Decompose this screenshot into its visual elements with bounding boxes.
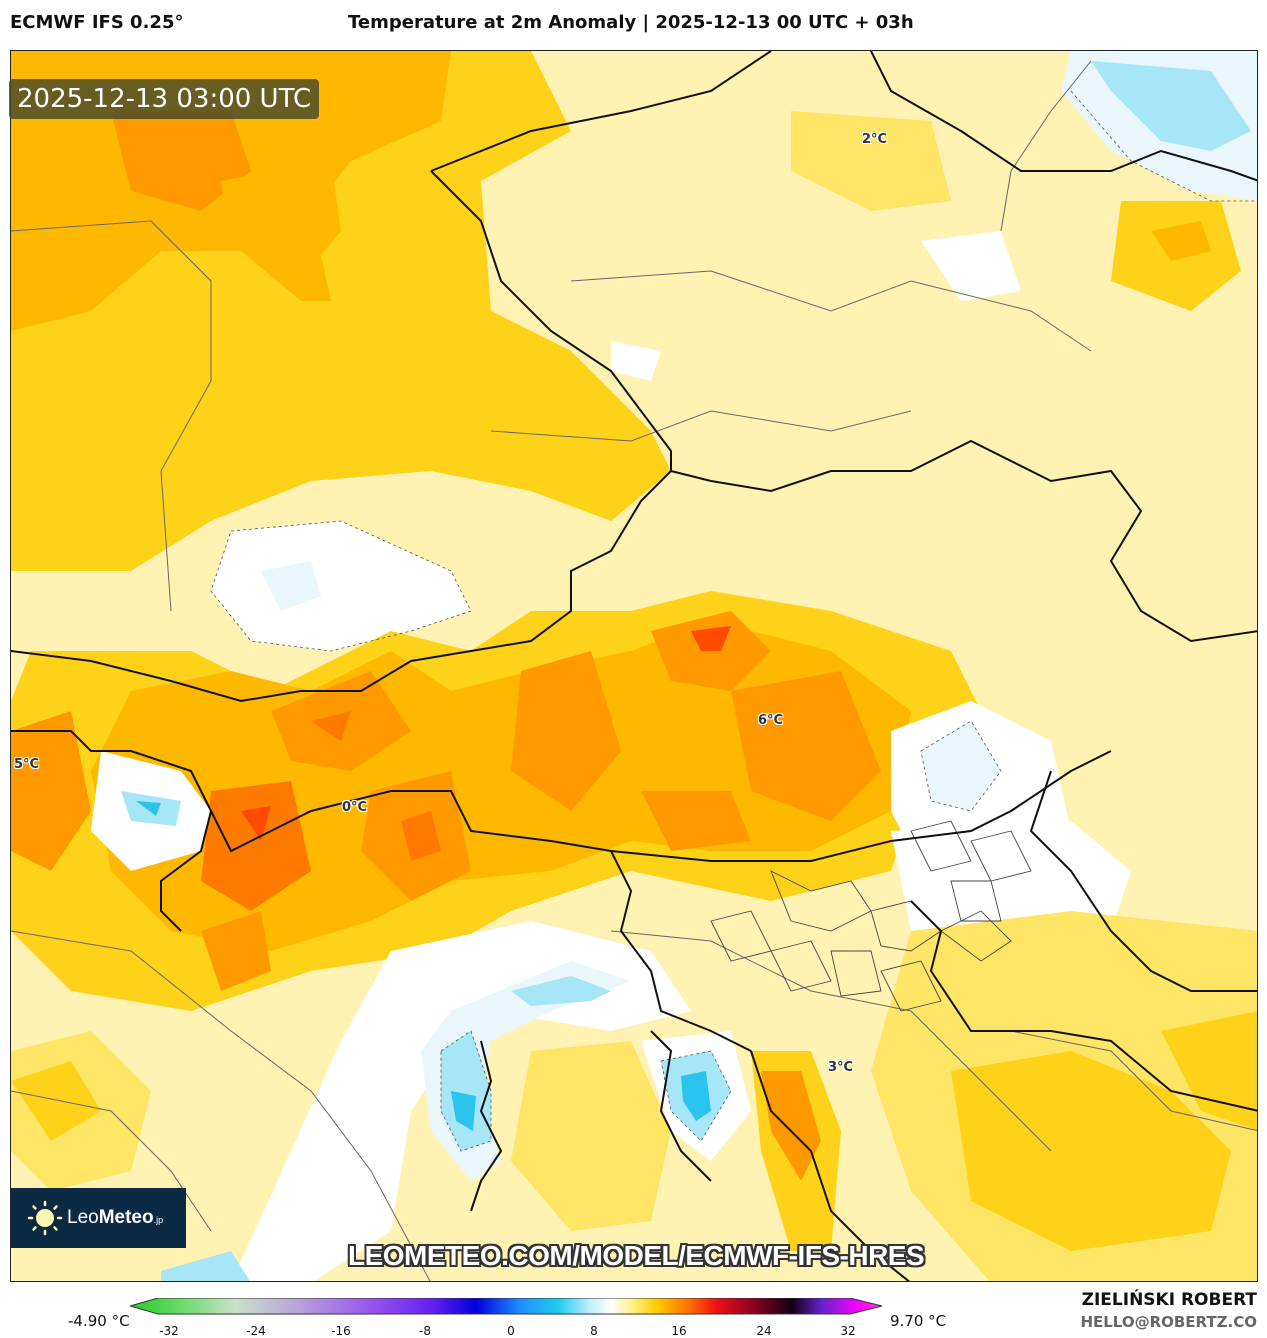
- colorbar-tick: -16: [331, 1324, 351, 1338]
- contour-label-2c: 2°C: [862, 132, 888, 147]
- leometeo-logo[interactable]: LeoMeteo.jp: [11, 1188, 186, 1248]
- site-watermark: LEOMETEO.COM/MODEL/ECMWF-IFS-HRES: [348, 1240, 925, 1271]
- author-email[interactable]: HELLO@ROBERTZ.CO: [1080, 1313, 1257, 1331]
- colorbar-tick: -24: [246, 1324, 266, 1338]
- contour-label-0c: 0°C: [342, 800, 368, 815]
- map-canvas: [11, 51, 1257, 1281]
- colorbar-tick: 0: [507, 1324, 515, 1338]
- colorbar-tick: -8: [419, 1324, 431, 1338]
- logo-text: LeoMeteo.jp: [67, 1207, 164, 1228]
- colorbar-tick: 8: [590, 1324, 598, 1338]
- sun-icon: [27, 1200, 63, 1236]
- colorbar-tick: 16: [671, 1324, 687, 1338]
- chart-title: Temperature at 2m Anomaly | 2025-12-13 0…: [348, 12, 914, 33]
- colorbar: [128, 1297, 890, 1338]
- colorbar-tick: 24: [756, 1324, 772, 1338]
- author-name: ZIELIŃSKI ROBERT: [1081, 1290, 1257, 1310]
- colorbar-tick: -32: [159, 1324, 179, 1338]
- contour-label-5c: 5°C: [14, 757, 40, 772]
- colorbar-tick: 32: [840, 1324, 856, 1338]
- colorbar-max-label: 9.70 °C: [890, 1312, 947, 1330]
- anomaly-map[interactable]: [10, 50, 1258, 1282]
- colorbar-min-label: -4.90 °C: [68, 1312, 130, 1330]
- valid-time-label: 2025-12-13 03:00 UTC: [9, 79, 320, 119]
- model-name: ECMWF IFS 0.25°: [10, 12, 184, 33]
- contour-label-6c: 6°C: [758, 713, 784, 728]
- contour-label-3c: 3°C: [828, 1060, 854, 1075]
